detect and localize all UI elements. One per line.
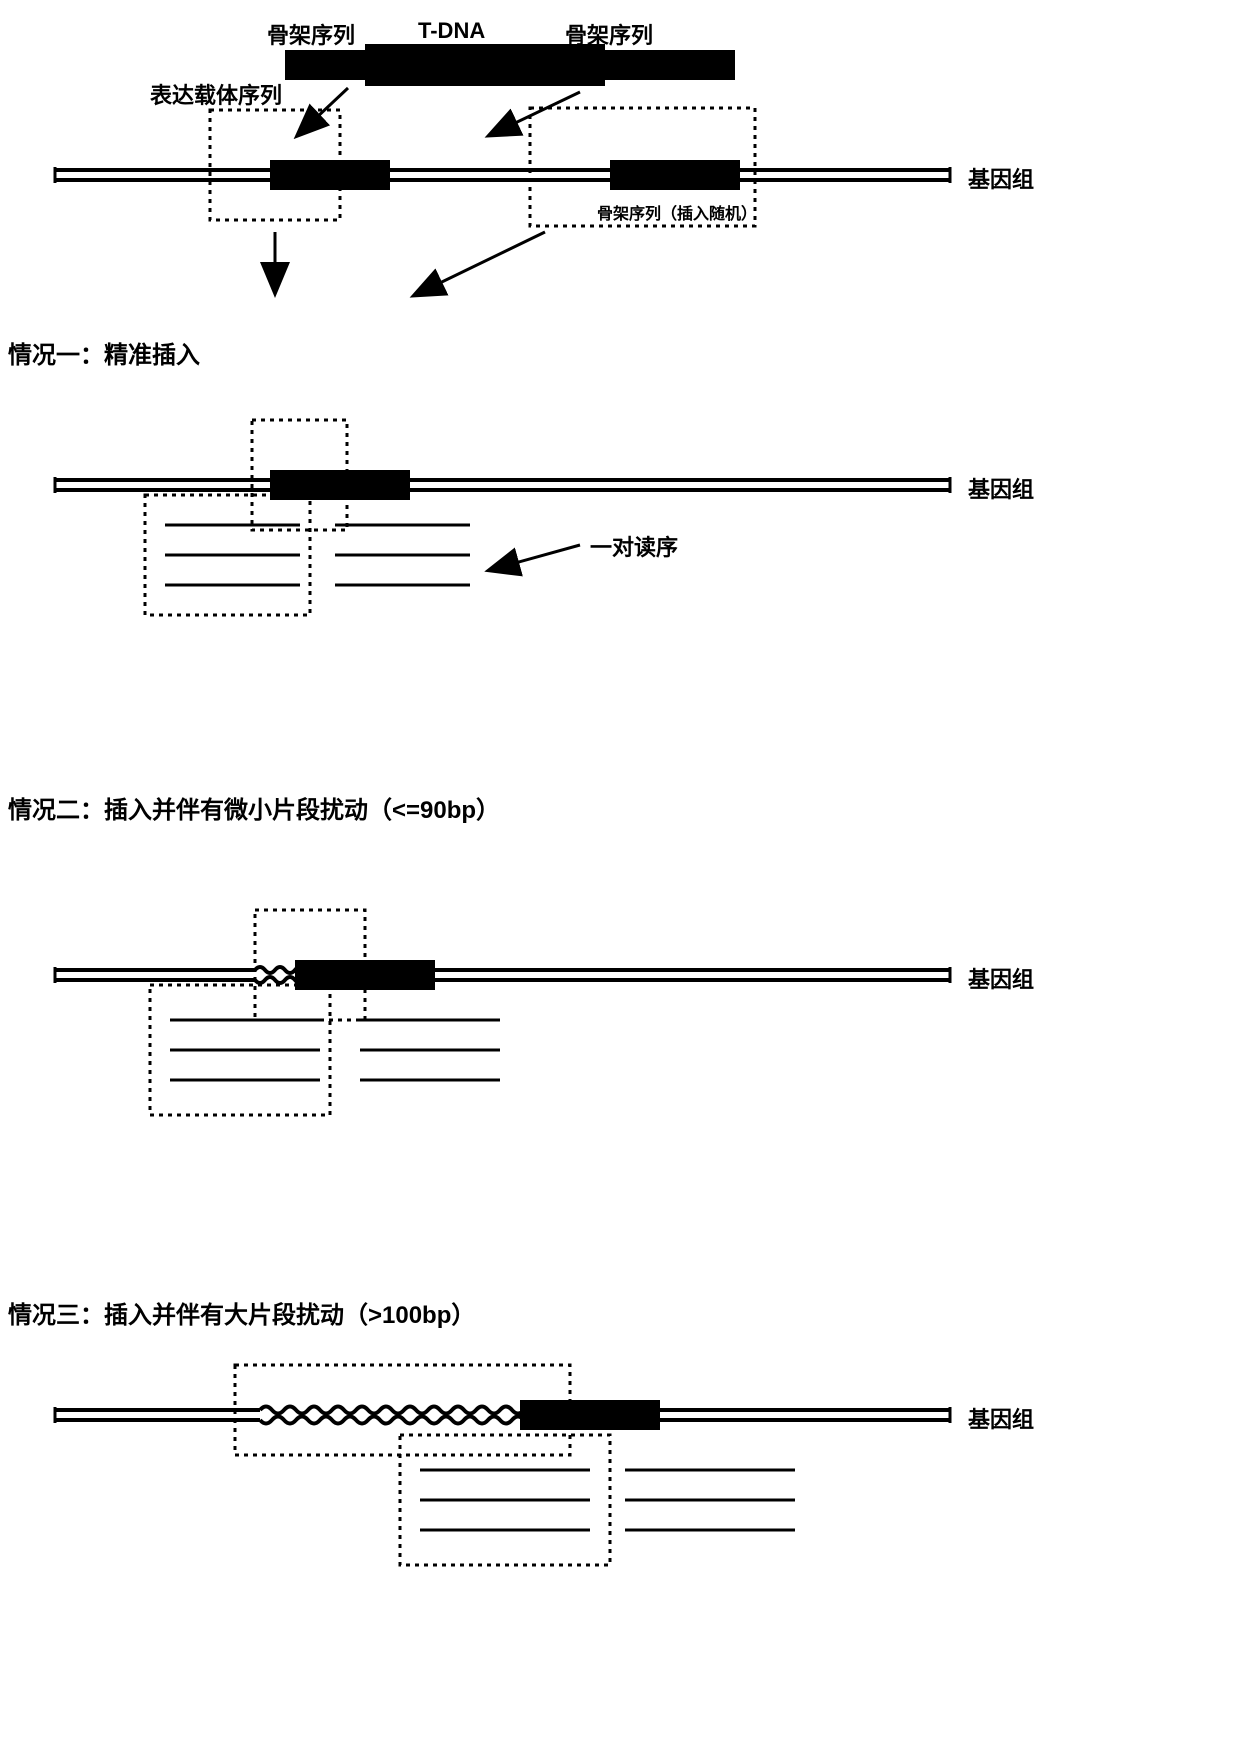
- case3-genome: [55, 1400, 950, 1430]
- case2-reads: [170, 1020, 500, 1080]
- case1-genome: [55, 470, 950, 500]
- top-vector-bar: [285, 44, 735, 86]
- case1-arrow-readpair: [490, 545, 580, 570]
- arrow-vector-right: [490, 92, 580, 135]
- diagram-svg: [0, 0, 1240, 1758]
- case1-reads: [165, 525, 470, 585]
- arrow-down-right: [415, 232, 545, 295]
- case3-reads: [420, 1470, 795, 1530]
- genome-top: [55, 160, 950, 190]
